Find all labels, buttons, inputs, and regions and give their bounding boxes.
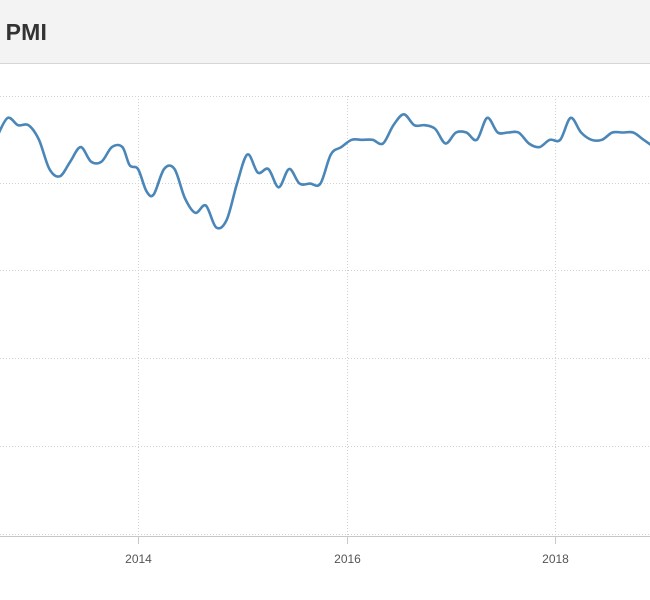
x-axis-ticks: 2014 2016 2018 (125, 536, 569, 566)
bottom-margin (0, 590, 650, 600)
x-tick-label: 2018 (542, 552, 569, 566)
line-chart: 2014 2016 2018 (0, 96, 650, 566)
series-layer (0, 113, 650, 230)
x-tick-label: 2016 (334, 552, 361, 566)
series-line (0, 113, 650, 230)
chart-header: s PMI (0, 0, 650, 64)
x-tick-label: 2014 (125, 552, 152, 566)
grid-lines (0, 96, 650, 537)
chart-title: s PMI (0, 19, 48, 45)
